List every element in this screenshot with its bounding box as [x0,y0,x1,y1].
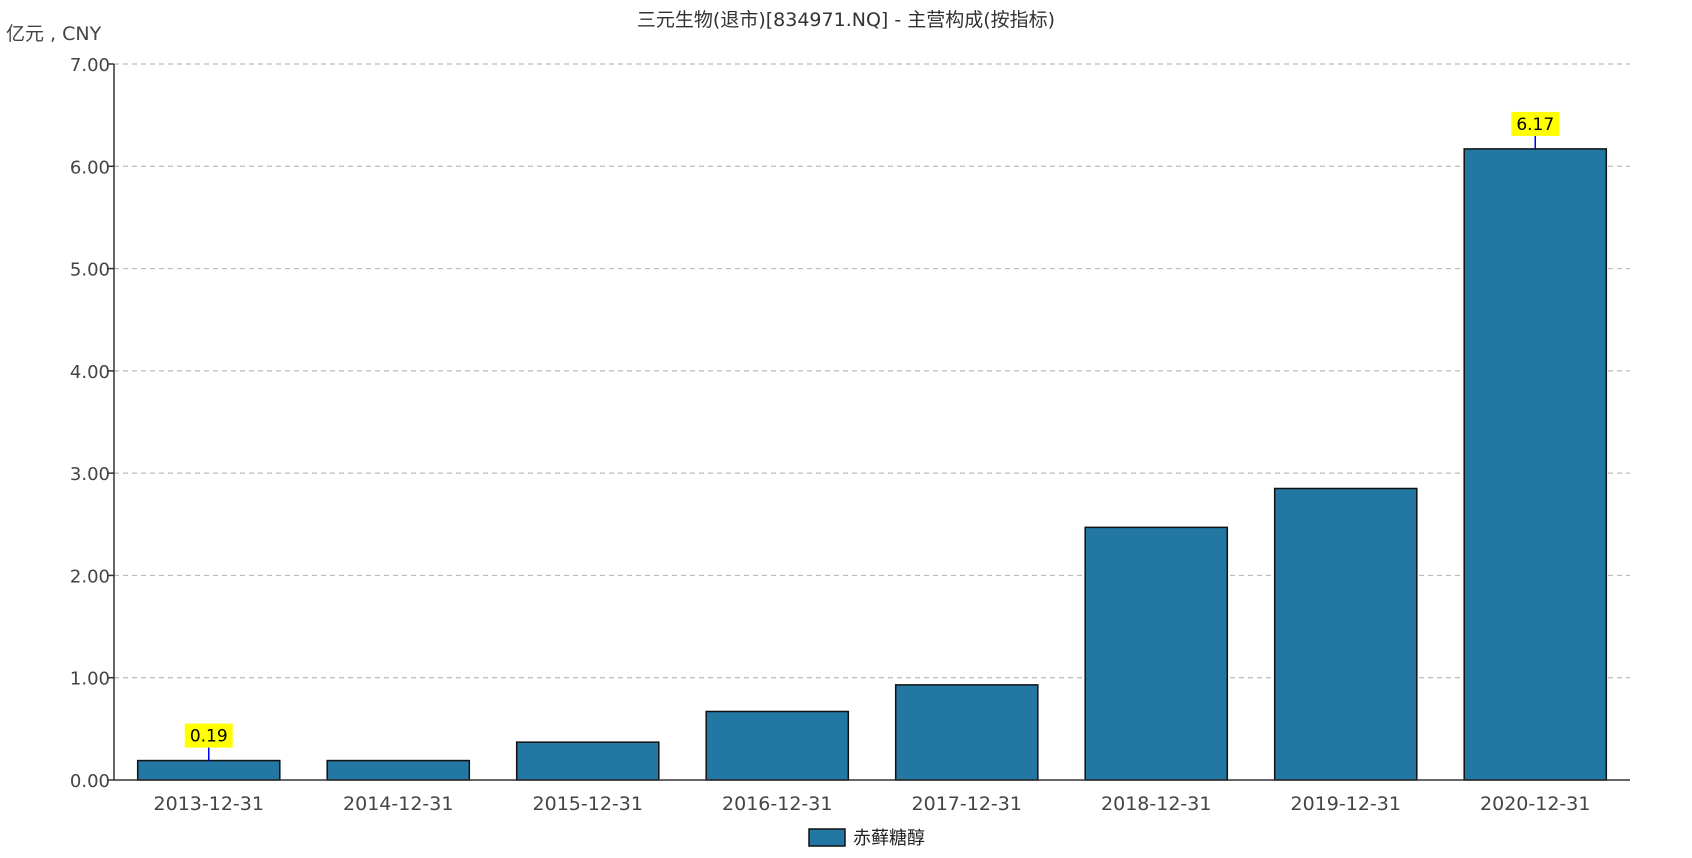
y-tick-label: 3.00 [70,464,110,485]
y-axis: 0.00 1.00 2.00 3.00 4.00 5.00 6.00 7.00 [70,55,115,792]
y-tick-label: 7.00 [70,55,110,76]
data-labels: 0.19 6.17 [184,111,1560,761]
bar-2014-12-31[interactable] [326,759,471,781]
x-tick-label: 2014-12-31 [343,793,453,815]
x-tick-label: 2016-12-31 [722,793,832,815]
legend-swatch [808,828,846,847]
bar-2020-12-31[interactable] [1463,148,1608,781]
x-tick-label: 2020-12-31 [1480,793,1590,815]
data-label-background [1511,111,1560,136]
bar-2018-12-31[interactable] [1084,526,1229,781]
bars [136,148,1608,781]
legend-label: 赤藓糖醇 [853,828,925,849]
y-unit-label: 亿元 , CNY [6,23,102,45]
bar-2013-12-31[interactable] [136,759,281,781]
bar-2017-12-31[interactable] [894,684,1039,781]
x-tick-label: 2018-12-31 [1101,793,1211,815]
x-tick-label: 2019-12-31 [1291,793,1401,815]
bar-2015-12-31[interactable] [515,741,660,781]
x-tick-label: 2017-12-31 [912,793,1022,815]
y-tick-label: 0.00 [70,771,110,792]
y-tick-label: 5.00 [70,260,110,281]
data-label: 6.17 [1516,115,1554,135]
bar-2016-12-31[interactable] [705,710,850,781]
y-tick-label: 4.00 [70,362,110,383]
chart-title: 三元生物(退市)[834971.NQ] - 主营构成(按指标) [637,9,1055,31]
x-tick-label: 2015-12-31 [533,793,643,815]
x-axis: 2013-12-31 2014-12-31 2015-12-31 2016-12-31… [114,779,1630,815]
gridlines [114,63,1630,679]
data-label: 0.19 [190,727,228,747]
y-tick-label: 1.00 [70,669,110,690]
y-tick-label: 6.00 [70,157,110,178]
data-label-background [184,723,233,748]
x-tick-label: 2013-12-31 [154,793,264,815]
legend[interactable]: 赤藓糖醇 [808,828,925,849]
bar-2019-12-31[interactable] [1273,487,1418,781]
y-tick-label: 2.00 [70,566,110,587]
